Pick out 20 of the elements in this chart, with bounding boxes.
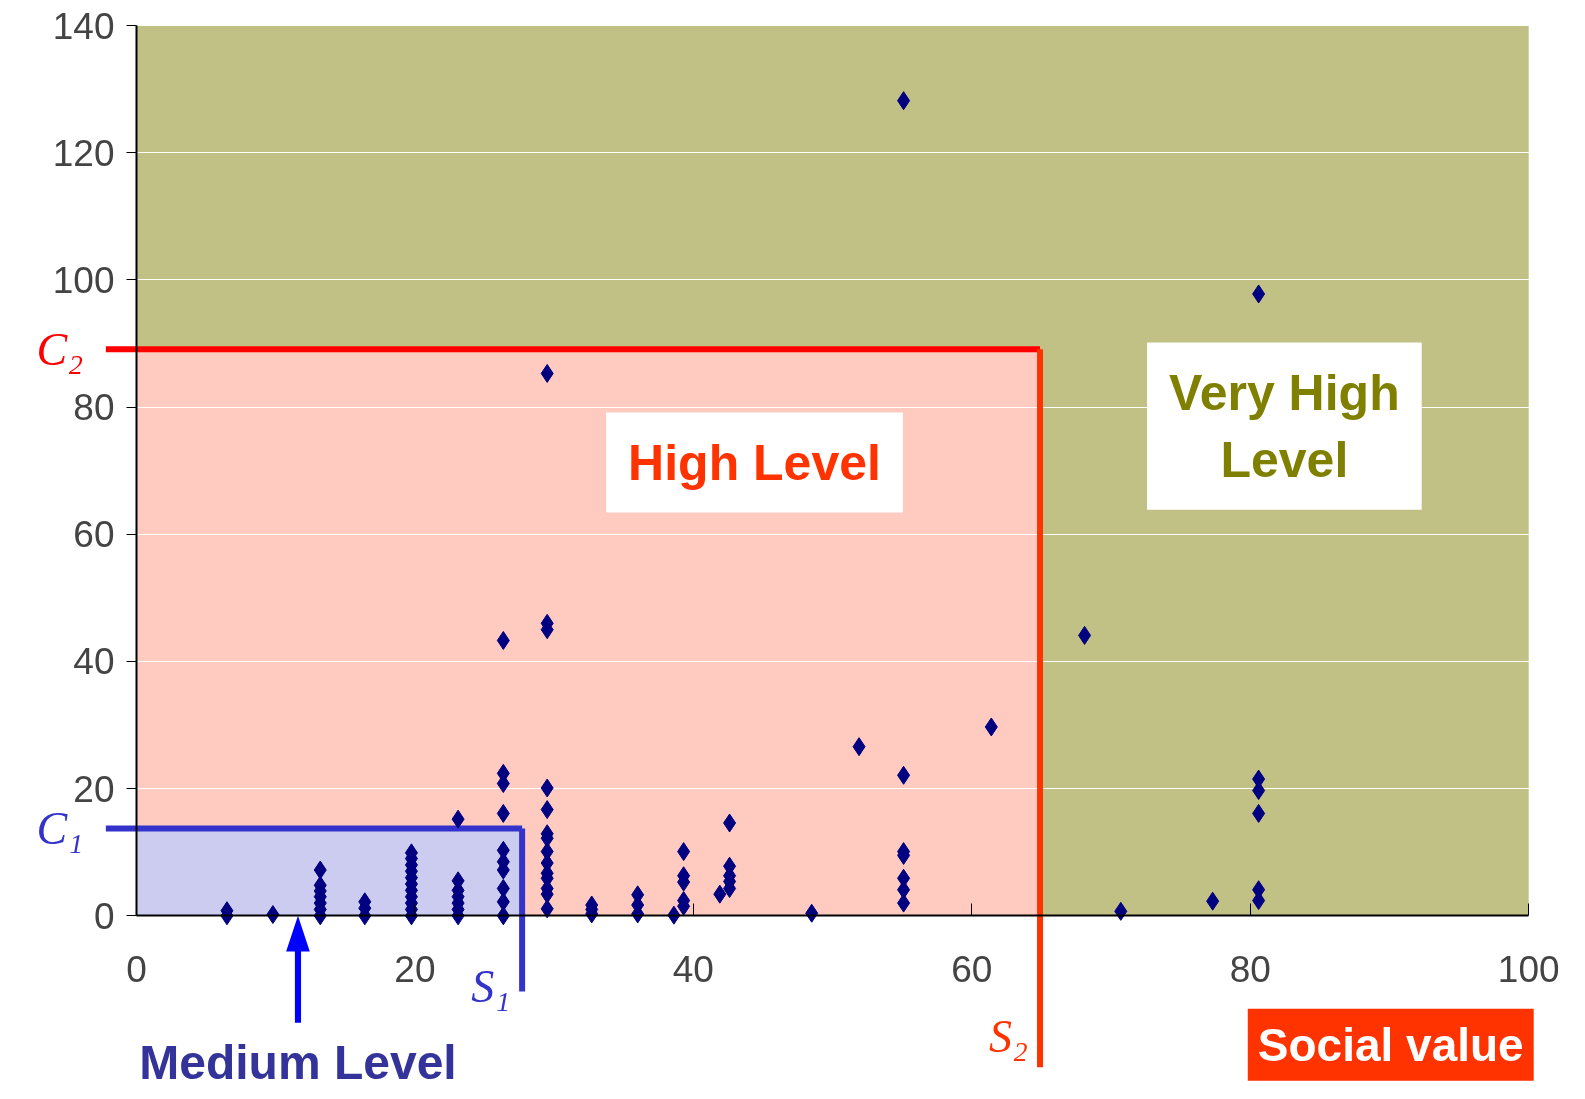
y-tick-label: 140 [52,5,115,47]
x-axis-title: Social value [1257,1018,1524,1071]
y-tick-label: 60 [73,514,115,556]
ref-line-label: S₁ [471,960,511,1012]
annotation: Medium Level [139,1036,457,1090]
y-tick-label: 120 [52,132,115,174]
y-tick-label: 100 [52,259,115,301]
x-tick-label: 40 [672,948,714,990]
x-tick-label: 20 [394,948,436,990]
x-tick-label: 100 [1497,948,1560,990]
band-label: High Level [628,434,881,491]
x-tick-label: 0 [126,948,147,990]
y-tick-label: 80 [73,387,115,429]
ref-line-label: C₂ [36,323,84,375]
band-label: Very High Level [1169,364,1400,488]
y-tick-label: 40 [73,641,115,683]
ref-line-label: S₂ [989,1010,1029,1062]
x-tick-label: 60 [951,948,993,990]
x-tick-label: 80 [1229,948,1271,990]
y-tick-label: 0 [93,895,115,937]
